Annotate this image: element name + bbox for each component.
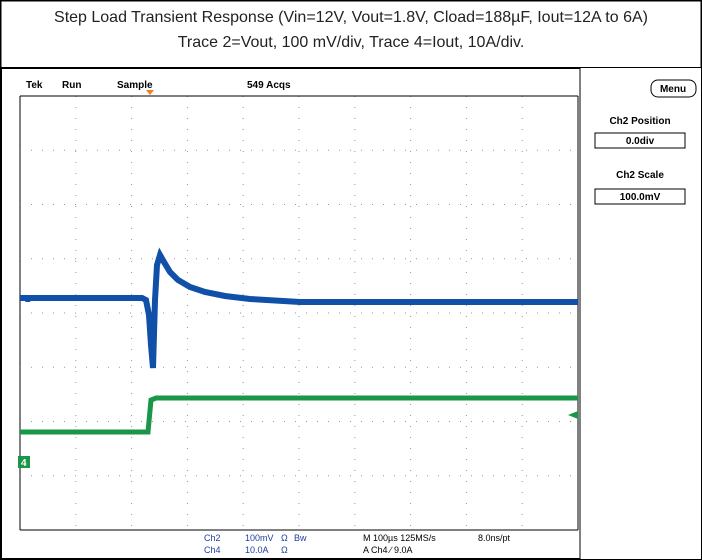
side-label: Ch2 Position [609,116,670,127]
status: Run [62,80,81,91]
footer-text: 10.0A [245,545,269,555]
ch2-marker: 2 [25,294,31,305]
footer-text: A Ch4 ∕ 9.0A [363,545,413,555]
footer-text: 8.0ns/pt [478,533,511,543]
footer-text: Ω [281,533,288,543]
footer-text: Ch4 [204,545,221,555]
status: 549 Acqs [247,80,291,91]
side-label: Ch2 Scale [616,170,664,181]
footer-text: Ω [281,545,288,555]
footer-text: Ch2 [204,533,221,543]
side-value: 0.0div [626,136,655,147]
title-line: Step Load Transient Response (Vin=12V, V… [54,9,648,26]
footer-text: M 100µs 125MS/s [363,533,436,543]
menu-label[interactable]: Menu [660,84,686,95]
screenshot: Step Load Transient Response (Vin=12V, V… [0,0,702,560]
title-line: Trace 2=Vout, 100 mV/div, Trace 4=Iout, … [178,34,525,51]
status: Sample [117,80,153,91]
status: Tek [26,80,43,91]
ch4-marker: 4 [21,458,27,469]
footer-text: 100mV [245,533,274,543]
side-value: 100.0mV [620,192,661,203]
footer-text: Bw [294,533,307,543]
page: Step Load Transient Response (Vin=12V, V… [0,0,702,560]
